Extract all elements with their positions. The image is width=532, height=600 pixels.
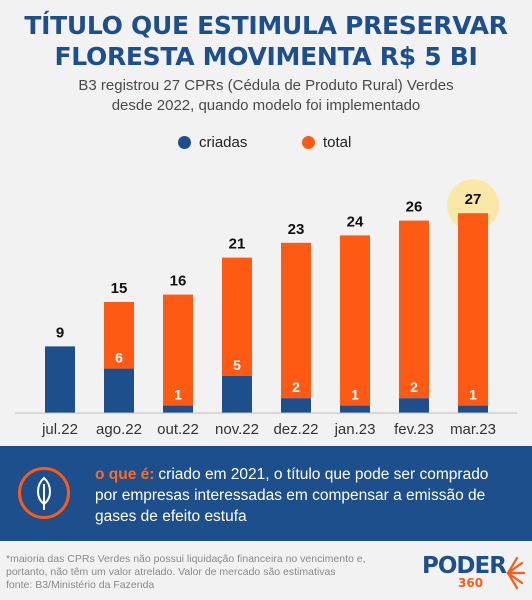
criadas-value-label: 1 [351,387,359,403]
title-line-1: TÍTULO QUE ESTIMULA PRESERVAR [24,11,508,40]
legend-label-criadas: criadas [199,133,248,151]
bar-total-dez.22 [281,242,311,399]
poder360-logo: PODER 360 [422,553,526,593]
bar-total-mar.23 [458,213,488,406]
x-tick-label: nov.22 [215,421,259,438]
criadas-value-label: 1 [174,387,182,403]
chart-subtitle: B3 registrou 27 CPRs (Cédula de Produto … [0,76,532,116]
footnote: *maioria das CPRs Verdes não possui liqu… [6,553,406,592]
total-value-label: 15 [111,280,128,297]
criadas-value-label: 2 [410,379,418,395]
bar-criadas-fev.23 [399,398,429,413]
total-value-label: 9 [56,324,64,341]
total-value-label: 24 [347,213,364,230]
bar-criadas-ago.22 [104,368,134,413]
x-tick-label: fev.23 [394,421,434,438]
bar-total-out.22 [163,294,193,406]
legend-item-total: total [302,131,351,153]
bar-chart: 9jul.22156ago.22161out.22215nov.22232dez… [15,179,517,438]
bar-criadas-jul.22 [45,346,75,413]
bar-criadas-nov.22 [222,376,252,413]
info-text: o que é: criado em 2021, o título que pod… [95,464,515,527]
bar-total-jan.23 [340,235,370,406]
x-tick-label: mar.23 [450,421,496,438]
bar-criadas-dez.22 [281,398,311,413]
total-value-label: 27 [465,191,482,208]
info-label: o que é: [95,466,155,483]
criadas-value-label: 6 [115,350,123,366]
criadas-value-label: 2 [292,379,300,395]
bar-criadas-out.22 [163,405,193,413]
legend-swatch-total [302,135,315,149]
total-value-label: 26 [406,199,423,216]
bar-total-ago.22 [104,302,134,369]
x-tick-label: out.22 [157,421,199,438]
subtitle-line-1: B3 registrou 27 CPRs (Cédula de Produto … [78,77,454,94]
x-tick-label: ago.22 [96,421,142,438]
info-box: o que é: criado em 2021, o título que pod… [0,446,532,541]
x-tick-label: jan.23 [334,421,376,438]
bar-criadas-mar.23 [458,405,488,413]
logo-number: 360 [458,576,484,590]
logo-word: PODER [422,553,507,579]
bar-total-fev.23 [399,220,429,399]
title-line-2: FLORESTA MOVIMENTA R$ 5 BI [54,42,478,71]
bar-criadas-jan.23 [340,405,370,413]
legend-item-criadas: criadas [178,131,247,153]
info-description: criado em 2021, o título que pode ser co… [95,466,489,525]
criadas-value-label: 5 [233,357,241,373]
x-tick-label: dez.22 [273,421,318,438]
chart-title: TÍTULO QUE ESTIMULA PRESERVAR FLORESTA M… [0,10,532,72]
criadas-value-label: 1 [469,387,477,403]
bar-total-nov.22 [222,257,252,376]
total-value-label: 16 [170,273,187,290]
footnote-source: fonte: B3/Ministério da Fazenda [6,579,155,591]
sunburst-icon [506,556,526,590]
footnote-note: *maioria das CPRs Verdes não possui liqu… [6,553,366,578]
chart-legend: criadas total [0,131,532,153]
legend-label-total: total [323,133,352,151]
leaf-icon [18,467,70,519]
total-value-label: 21 [229,236,246,253]
x-tick-label: jul.22 [41,421,78,438]
total-value-label: 23 [288,221,305,238]
subtitle-line-2: desde 2022, quando modelo foi implementa… [111,97,421,114]
legend-swatch-criadas [178,135,191,149]
